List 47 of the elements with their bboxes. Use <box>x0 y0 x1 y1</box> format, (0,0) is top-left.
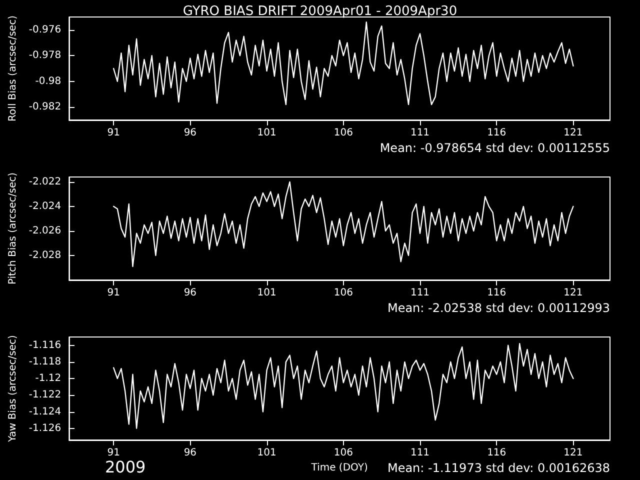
y-tick-label: -2.028 <box>28 250 62 261</box>
x-tick-label: 106 <box>334 288 353 298</box>
y-tick-label: -0.982 <box>28 102 62 113</box>
x-tick-label: 101 <box>257 288 276 298</box>
x-tick-label: 111 <box>410 288 430 298</box>
line-series <box>112 181 574 268</box>
y-tick-label: -0.978 <box>28 50 62 62</box>
x-tick-label: 116 <box>487 288 506 298</box>
x-tick-label: 91 <box>107 128 120 138</box>
y-tick-label: -1.118 <box>28 356 62 368</box>
text: Mean: -1.11973 std dev: 0.00162638 <box>387 461 610 475</box>
y-tick-label: -2.022 <box>28 176 62 188</box>
x-tick-label: 121 <box>564 448 583 458</box>
x-tick-label: 111 <box>410 128 430 138</box>
y-tick-label: -1.12 <box>35 373 62 384</box>
y-axis-title: Pitch Bias (arcsec/sec) <box>8 172 18 285</box>
x-tick-label: 91 <box>107 288 120 298</box>
y-tick-label: -1.122 <box>28 390 62 401</box>
y-tick-label: -0.98 <box>35 76 62 87</box>
y-tick-label: -0.976 <box>28 24 62 36</box>
y-tick-label: -2.026 <box>28 225 62 236</box>
x-tick-label: 116 <box>487 448 506 458</box>
y-tick-label: -1.116 <box>28 340 62 351</box>
y-tick-label: -1.126 <box>28 422 62 434</box>
x-tick-label: 101 <box>257 128 276 138</box>
x-tick-label: 111 <box>410 448 430 458</box>
text: Mean: -0.978654 std dev: 0.00112555 <box>380 141 610 155</box>
y-tick-label: -1.124 <box>28 406 62 418</box>
x-tick-label: 96 <box>184 448 197 458</box>
y-tick-label: -2.024 <box>28 200 62 212</box>
text: Mean: -2.02538 std dev: 0.00112993 <box>387 301 610 315</box>
x-tick-label: 106 <box>334 128 353 138</box>
x-tick-label: 116 <box>487 128 506 138</box>
text: 2009 <box>105 458 146 476</box>
x-tick-label: 121 <box>564 128 583 138</box>
x-axis-title: Time (DOY) <box>310 462 368 474</box>
x-tick-label: 91 <box>107 448 120 458</box>
chart-title: GYRO BIAS DRIFT 2009Apr01 - 2009Apr30 <box>182 4 458 19</box>
x-tick-label: 96 <box>184 288 197 298</box>
x-tick-label: 121 <box>564 288 583 298</box>
x-tick-label: 101 <box>257 448 276 458</box>
y-axis-title: Roll Bias (arcsec/sec) <box>8 15 18 122</box>
y-axis-title: Yaw Bias (arcsec/sec) <box>8 335 18 443</box>
line-series <box>112 22 574 106</box>
x-tick-label: 96 <box>184 128 197 138</box>
line-series <box>112 343 574 429</box>
x-tick-label: 106 <box>334 448 353 458</box>
